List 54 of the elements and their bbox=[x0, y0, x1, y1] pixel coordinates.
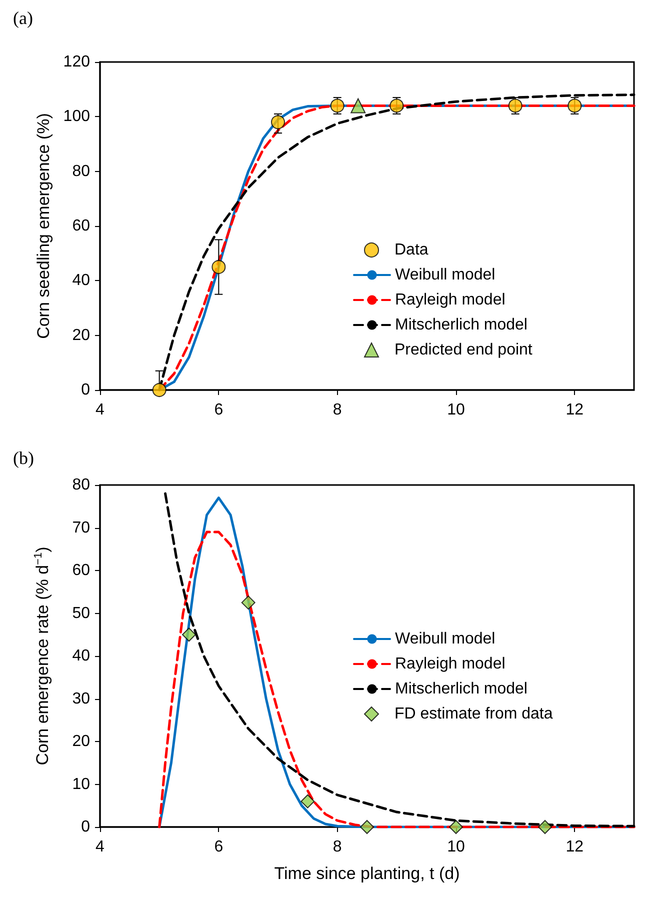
x-tick-label: 8 bbox=[332, 838, 342, 856]
x-tick-label: 4 bbox=[96, 402, 105, 418]
legend-label: Data bbox=[394, 242, 428, 258]
chart-title: (b) bbox=[13, 448, 34, 468]
x-tick-label: 4 bbox=[96, 838, 105, 856]
y-tick-label: 50 bbox=[72, 604, 90, 622]
legend-label: Weibull model bbox=[395, 630, 496, 648]
x-tick-label: 6 bbox=[214, 838, 224, 856]
y-tick-label: 80 bbox=[72, 476, 90, 494]
x-axis-title: Time since planting, t (d) bbox=[274, 864, 460, 883]
y-tick-label: 60 bbox=[72, 562, 90, 579]
y-axis-title: Corn emergence rate (% d−1) bbox=[32, 546, 52, 766]
legend-label: FD estimate from data bbox=[394, 706, 553, 722]
y-tick-label: 20 bbox=[72, 326, 90, 344]
y-tick-label: 120 bbox=[63, 54, 90, 70]
x-tick-label: 10 bbox=[447, 838, 465, 856]
chart-title: (a) bbox=[13, 8, 33, 28]
y-axis-title: Corn seedling emergence (%) bbox=[34, 113, 53, 339]
legend-label: Mitscherlich model bbox=[395, 680, 528, 698]
y-tick-label: 0 bbox=[81, 382, 90, 398]
point bbox=[152, 383, 166, 397]
y-tick-label: 60 bbox=[72, 218, 90, 234]
point bbox=[508, 98, 522, 113]
legend-label: Predicted end point bbox=[394, 342, 533, 358]
legend-label: Rayleigh model bbox=[395, 292, 506, 308]
point bbox=[241, 596, 256, 610]
legend-label: Mitscherlich model bbox=[395, 316, 528, 334]
y-tick-label: 40 bbox=[72, 648, 90, 664]
x-tick-label: 10 bbox=[447, 402, 465, 418]
y-tick-label: 30 bbox=[72, 690, 90, 708]
point bbox=[538, 820, 552, 834]
point bbox=[271, 115, 285, 130]
y-tick-label: 20 bbox=[72, 733, 90, 750]
y-tick-label: 10 bbox=[72, 776, 90, 793]
point bbox=[568, 98, 582, 113]
point bbox=[182, 628, 196, 642]
legend-label: Weibull model bbox=[395, 266, 496, 284]
point bbox=[449, 820, 463, 834]
x-tick-label: 12 bbox=[566, 838, 584, 856]
point bbox=[360, 820, 374, 834]
legend-label: Rayleigh model bbox=[395, 656, 506, 672]
y-tick-label: 40 bbox=[72, 272, 90, 290]
point bbox=[300, 794, 315, 808]
y-tick-label: 100 bbox=[63, 108, 90, 126]
point bbox=[212, 260, 226, 274]
y-tick-label: 0 bbox=[81, 818, 90, 836]
point bbox=[350, 98, 366, 114]
y-tick-label: 80 bbox=[72, 162, 90, 180]
y-tick-label: 70 bbox=[72, 519, 90, 536]
x-tick-label: 12 bbox=[566, 402, 584, 418]
x-tick-label: 8 bbox=[332, 402, 342, 418]
point bbox=[390, 98, 404, 113]
point bbox=[330, 98, 344, 113]
x-tick-label: 6 bbox=[214, 402, 224, 418]
